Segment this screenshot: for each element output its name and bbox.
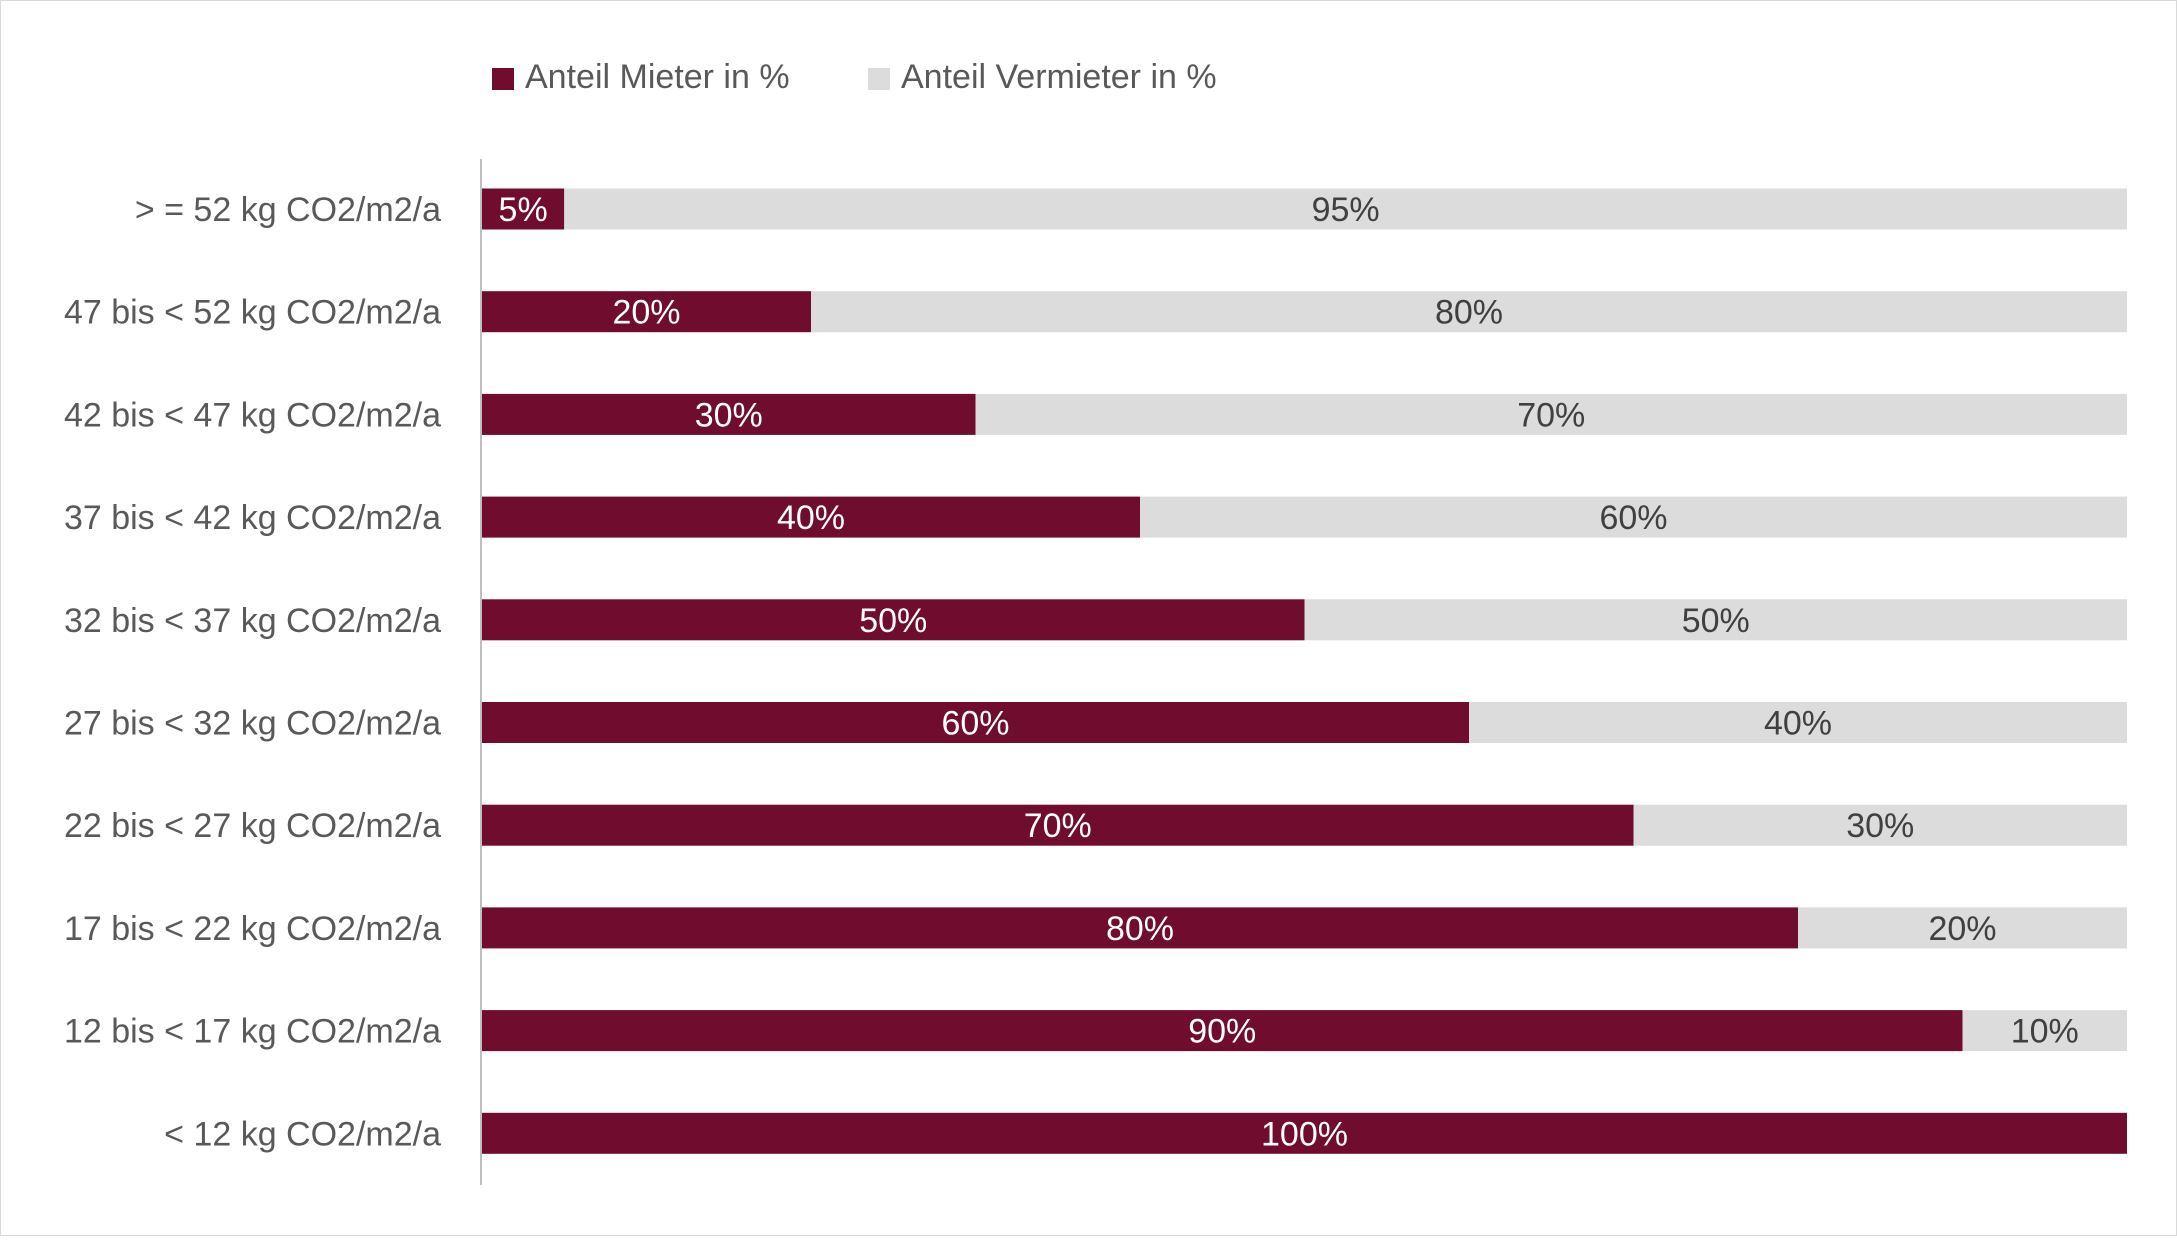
bar-series-1 xyxy=(482,804,1634,846)
bars: 5% 95% 20% 80% 30% 70% 40% 60% 50% 50% 60% 40% 70% 30… xyxy=(482,188,2127,1154)
bar-series-1 xyxy=(482,291,811,333)
bar-series-1 xyxy=(482,188,565,230)
bar-series-2 xyxy=(1633,804,2127,846)
category-label: 47 bis < 52 kg CO2/m2/a xyxy=(64,294,441,332)
bar-series-1 xyxy=(482,393,976,435)
category-label: 12 bis < 17 kg CO2/m2/a xyxy=(64,1013,441,1051)
bar-series-2 xyxy=(1962,1010,2127,1052)
data-label-series-1: 50% xyxy=(859,602,927,640)
legend-swatch-2 xyxy=(868,68,890,90)
category-label: < 12 kg CO2/m2/a xyxy=(164,1115,441,1153)
bar-series-1 xyxy=(482,907,1798,949)
data-label-series-1: 60% xyxy=(941,705,1009,743)
legend: Anteil Mieter in % Anteil Vermieter in % xyxy=(492,58,1217,96)
data-label-series-2: 30% xyxy=(1846,807,1914,845)
data-label-series-1: 100% xyxy=(1261,1115,1348,1153)
category-label: 27 bis < 32 kg CO2/m2/a xyxy=(64,705,441,743)
data-label-series-1: 40% xyxy=(777,499,845,537)
bar-series-2 xyxy=(975,393,2127,435)
data-label-series-2: 20% xyxy=(1928,910,1996,948)
bar-series-2 xyxy=(564,188,2127,230)
category-label: 22 bis < 27 kg CO2/m2/a xyxy=(64,807,441,845)
bar-series-1 xyxy=(482,702,1469,743)
bar-series-2 xyxy=(1469,702,2127,743)
data-label-series-1: 80% xyxy=(1106,910,1174,948)
data-label-series-2: 80% xyxy=(1435,294,1503,332)
category-label: 37 bis < 42 kg CO2/m2/a xyxy=(64,499,441,537)
category-label: 32 bis < 37 kg CO2/m2/a xyxy=(64,602,441,640)
data-label-series-1: 20% xyxy=(612,294,680,332)
category-label: > = 52 kg CO2/m2/a xyxy=(135,191,441,229)
bar-series-2 xyxy=(1304,599,2127,641)
data-label-series-2: 10% xyxy=(2011,1013,2079,1051)
bar-series-1 xyxy=(482,1010,1963,1052)
bar-series-2 xyxy=(811,291,2127,333)
category-labels: > = 52 kg CO2/m2/a 47 bis < 52 kg CO2/m2/… xyxy=(64,191,441,1153)
legend-label-2: Anteil Vermieter in % xyxy=(901,58,1217,96)
data-label-series-1: 90% xyxy=(1188,1013,1256,1051)
data-label-series-2: 70% xyxy=(1517,396,1585,434)
bar-series-1 xyxy=(482,599,1305,641)
data-label-series-2: 40% xyxy=(1764,705,1832,743)
category-label: 42 bis < 47 kg CO2/m2/a xyxy=(64,396,441,434)
bar-series-2 xyxy=(1140,496,2127,538)
legend-swatch-1 xyxy=(492,68,514,90)
bar-series-1 xyxy=(482,496,1140,538)
category-label: 17 bis < 22 kg CO2/m2/a xyxy=(64,910,441,948)
data-label-series-1: 30% xyxy=(695,396,763,434)
bar-series-2 xyxy=(1798,907,2127,949)
data-label-series-2: 95% xyxy=(1312,191,1380,229)
bar-series-1 xyxy=(482,1112,2127,1154)
legend-label-1: Anteil Mieter in % xyxy=(525,58,790,96)
data-label-series-1: 5% xyxy=(499,191,548,229)
data-label-series-2: 50% xyxy=(1682,602,1750,640)
data-label-series-2: 60% xyxy=(1599,499,1667,537)
data-label-series-1: 70% xyxy=(1024,807,1092,845)
